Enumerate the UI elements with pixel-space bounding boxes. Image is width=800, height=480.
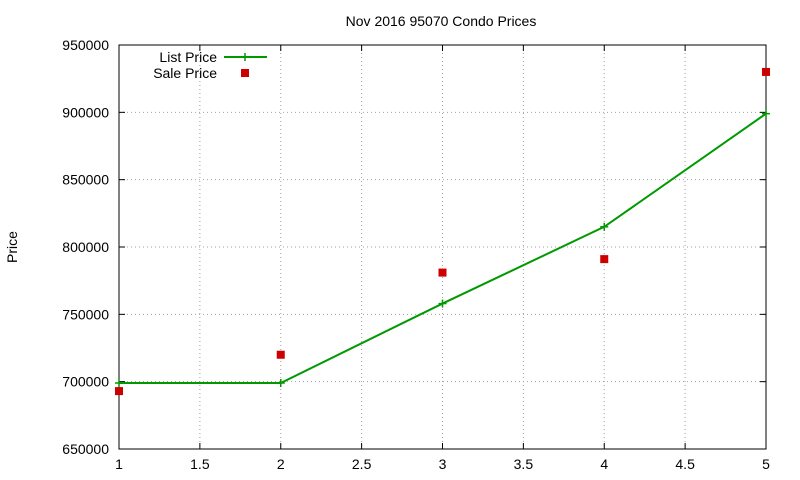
- grid-lines: [119, 45, 766, 449]
- x-tick-label: 1: [115, 456, 123, 472]
- y-tick-label: 850000: [62, 172, 109, 188]
- data-point-plus: [438, 299, 447, 308]
- legend-marker-square: [241, 69, 249, 77]
- axis-ticks: 1 1.5 2 2.5 3 3.5 4 4.5 5 650000 700000 750000 80000…: [62, 37, 770, 472]
- y-tick-label: 700000: [62, 374, 109, 390]
- series-sale-price: [115, 67, 770, 396]
- legend-label: List Price: [159, 49, 217, 65]
- x-tick-label: 4.5: [675, 456, 695, 472]
- data-point-plus: [276, 379, 285, 388]
- data-point-plus: [762, 109, 770, 118]
- data-point-plus: [600, 222, 609, 231]
- x-tick-label: 5: [762, 456, 770, 472]
- y-tick-label: 750000: [62, 306, 109, 322]
- legend-label: Sale Price: [153, 65, 217, 81]
- series-line: [119, 112, 767, 385]
- data-point-square: [438, 268, 447, 277]
- x-tick-label: 1.5: [190, 456, 210, 472]
- series-list-price: [115, 109, 770, 388]
- y-axis-label: Price: [4, 231, 20, 263]
- data-point-square: [762, 67, 770, 76]
- x-tick-label: 2.5: [352, 456, 372, 472]
- data-point-plus: [115, 379, 123, 388]
- legend-marker-plus: [241, 53, 249, 61]
- x-tick-label: 3: [439, 456, 447, 472]
- data-point-square: [600, 255, 609, 264]
- x-tick-label: 2: [277, 456, 285, 472]
- y-tick-label: 800000: [62, 239, 109, 255]
- y-tick-label: 900000: [62, 104, 109, 120]
- plot-frame: [118, 44, 767, 450]
- data-point-square: [276, 350, 285, 359]
- x-tick-label: 3.5: [514, 456, 534, 472]
- y-tick-label: 950000: [62, 37, 109, 53]
- series-layer: [115, 67, 770, 396]
- chart-title: Nov 2016 95070 Condo Prices: [346, 13, 537, 29]
- y-tick-label: 650000: [62, 441, 109, 457]
- x-tick-label: 4: [600, 456, 608, 472]
- data-point-square: [115, 387, 123, 396]
